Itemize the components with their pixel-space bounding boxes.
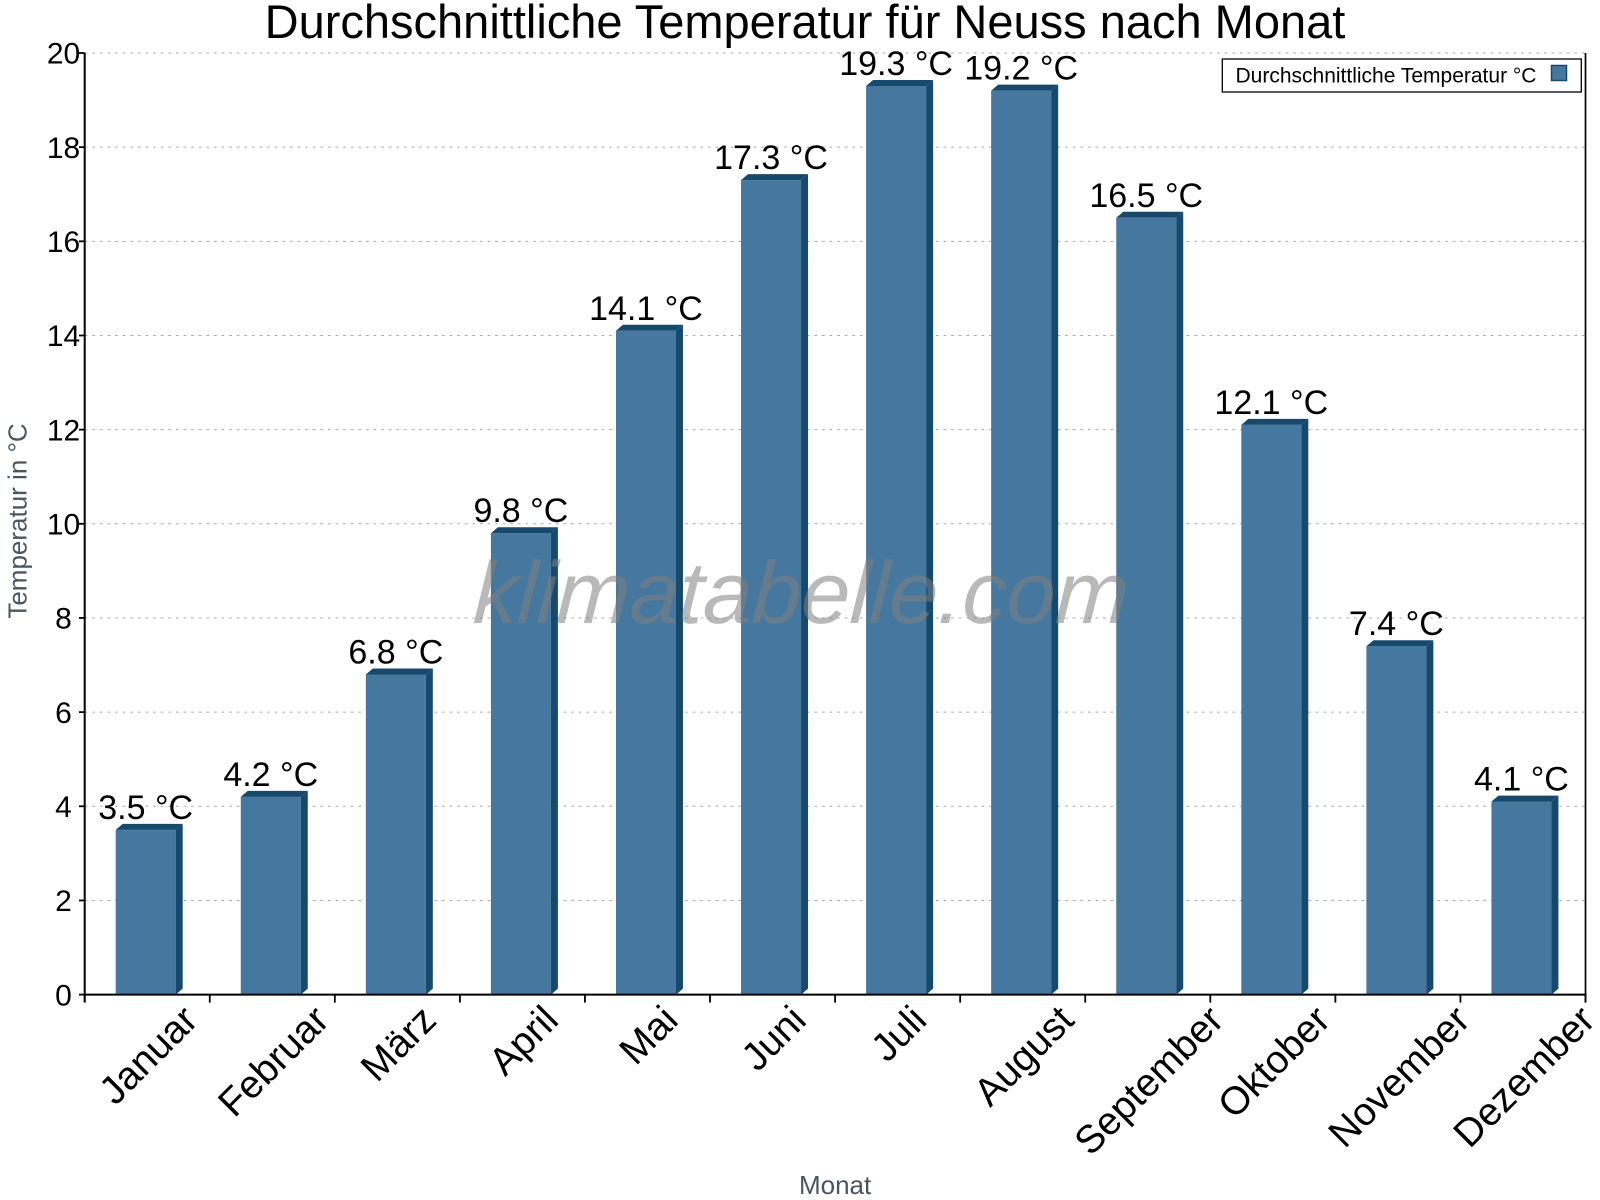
x-axis-title: Monat	[799, 1170, 872, 1200]
bar-face	[1491, 801, 1552, 995]
bar-right-side	[926, 79, 934, 995]
bar-value-label: 14.1 °C	[589, 290, 703, 328]
bar-top	[615, 324, 683, 331]
legend-label: Durchschnittliche Temperatur °C	[1236, 65, 1537, 88]
y-tick-label: 10	[47, 509, 80, 542]
bar-right-side	[801, 174, 809, 995]
bar-value-label: 4.2 °C	[223, 756, 318, 794]
x-tick-label: Januar	[91, 998, 206, 1113]
legend-swatch	[1550, 64, 1568, 82]
bar-top	[866, 79, 934, 86]
bar-right-side	[1176, 211, 1184, 995]
y-axis-title: Temperatur in °C	[3, 423, 33, 618]
bar-value-label: 17.3 °C	[714, 139, 828, 177]
bar-right-side	[1551, 795, 1559, 995]
y-tick-labels: 0 2 4 6 8 10 12 14 16 18 20	[47, 38, 80, 1013]
bar-face	[365, 674, 426, 995]
y-tick-label: 0	[55, 979, 72, 1012]
bar-value-labels: 3.5 °C 4.2 °C 6.8 °C 9.8 °C 14.1 °C 17.3 °C 19…	[98, 45, 1569, 827]
x-tick-label: April	[481, 998, 567, 1084]
bar-right-side	[550, 527, 558, 995]
bar-value-label: 6.8 °C	[348, 633, 443, 671]
bar-top	[991, 84, 1059, 91]
x-tick-label: Oktober	[1210, 998, 1339, 1127]
bar	[490, 527, 558, 995]
bar-top	[1491, 795, 1559, 802]
bar-value-label: 7.4 °C	[1349, 605, 1444, 643]
legend-box	[1221, 58, 1582, 93]
bar-top	[240, 790, 308, 797]
bar-value-label: 19.2 °C	[964, 50, 1078, 88]
bar	[1366, 640, 1434, 995]
x-tick-label: Mai	[612, 998, 687, 1073]
bar-face	[115, 829, 176, 995]
bar-value-label: 12.1 °C	[1214, 384, 1328, 422]
bar-top	[741, 174, 809, 181]
x-tick-labels: Januar Februar März April Mai Juni Juli AugustS…	[91, 998, 1600, 1163]
bar-top	[1116, 211, 1184, 218]
bar	[741, 174, 809, 995]
bar-right-side	[175, 823, 183, 995]
watermark: klimatabelle.com	[471, 543, 1131, 642]
legend: Durchschnittliche Temperatur °C	[1221, 58, 1582, 93]
x-tick-label: September	[1067, 998, 1232, 1163]
bar-value-label: 16.5 °C	[1089, 177, 1203, 215]
y-tick-label: 14	[47, 320, 80, 353]
bar	[115, 823, 183, 995]
bar-top	[490, 527, 558, 534]
bar-right-side	[300, 790, 308, 995]
bar-face	[1241, 424, 1302, 995]
bar-value-label: 9.8 °C	[473, 492, 568, 530]
bar-top	[365, 668, 433, 675]
x-tick-label: Juli	[863, 998, 935, 1070]
x-tick-label: August	[966, 998, 1082, 1114]
x-tick-label: Juni	[734, 998, 815, 1079]
y-tick-label: 4	[55, 791, 72, 824]
bar-right-side	[1051, 84, 1059, 995]
bar-right-side	[425, 668, 433, 995]
y-tick-label: 16	[47, 226, 80, 259]
bar-face	[615, 330, 676, 995]
bar-face	[240, 796, 301, 995]
axes	[79, 52, 1587, 1003]
y-tick-label: 8	[55, 603, 72, 636]
bar	[365, 668, 433, 995]
chart-title: Durchschnittliche Temperatur für Neuss n…	[265, 0, 1346, 48]
bar-face	[1366, 646, 1427, 995]
bar	[991, 84, 1059, 995]
bar-face	[741, 180, 802, 995]
bar-value-label: 19.3 °C	[839, 45, 953, 83]
y-tick-label: 18	[47, 132, 80, 165]
x-tick-label: Februar	[210, 998, 337, 1125]
bar	[1241, 418, 1309, 995]
bar-top	[1241, 418, 1309, 425]
bar-right-side	[675, 324, 683, 995]
bar-right-side	[1301, 418, 1309, 995]
bar-face	[991, 90, 1052, 995]
y-tick-label: 12	[47, 414, 80, 447]
bar	[1116, 211, 1184, 995]
bars	[115, 79, 1559, 995]
bar	[866, 79, 934, 995]
bar-top	[1366, 640, 1434, 647]
bar-value-label: 3.5 °C	[98, 789, 193, 827]
y-tick-label: 6	[55, 697, 72, 730]
bar-top	[115, 823, 183, 830]
bar	[240, 790, 308, 995]
bar-value-label: 4.1 °C	[1474, 761, 1569, 799]
y-tick-label: 20	[47, 38, 80, 71]
bar-right-side	[1426, 640, 1434, 995]
bar	[1491, 795, 1559, 995]
bar	[615, 324, 683, 995]
x-tick-label: März	[353, 998, 445, 1090]
bar-face	[1116, 217, 1177, 995]
y-tick-label: 2	[55, 885, 72, 918]
bar-face	[490, 533, 551, 995]
bar-face	[866, 85, 927, 995]
